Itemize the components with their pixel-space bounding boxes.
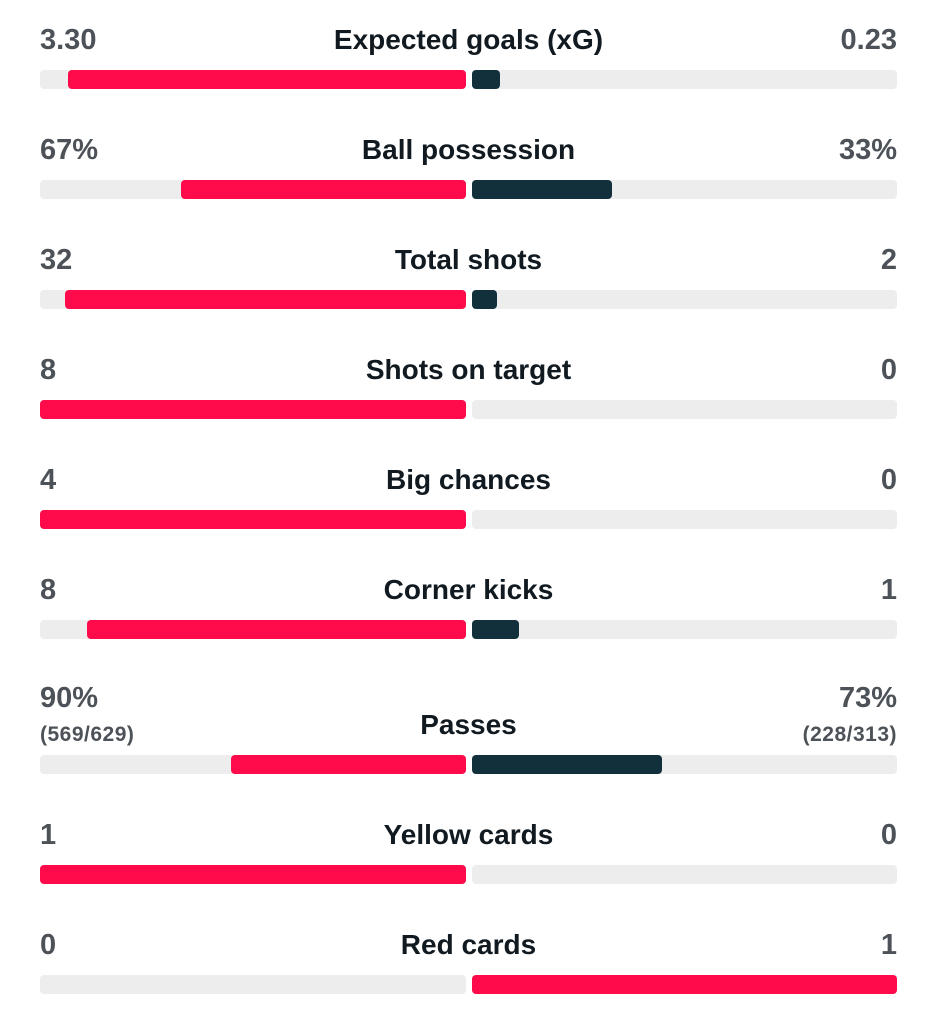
away-detail: (228/313) xyxy=(802,723,897,746)
stat-label: Ball possession xyxy=(361,134,576,165)
away-track xyxy=(472,70,897,89)
away-track xyxy=(472,975,897,994)
home-bar xyxy=(40,510,466,529)
away-bar xyxy=(472,290,497,309)
home-track xyxy=(40,180,466,199)
home-track xyxy=(40,70,466,89)
home-detail: (569/629) xyxy=(40,723,135,746)
stat-row: Total shots 32 2 xyxy=(0,220,937,320)
home-value: 67% xyxy=(40,134,99,166)
away-bar xyxy=(472,620,520,639)
stat-label: Yellow cards xyxy=(383,819,554,850)
home-bar xyxy=(230,755,466,774)
stat-row: Corner kicks 8 1 xyxy=(0,550,937,650)
stat-row: Shots on target 8 0 xyxy=(0,330,937,430)
away-value: 2 xyxy=(880,244,897,276)
stat-row: Red cards 0 1 xyxy=(0,905,937,1005)
home-value: 32 xyxy=(40,244,73,276)
away-track xyxy=(472,620,897,639)
home-value: 4 xyxy=(40,464,57,496)
stat-label: Passes xyxy=(420,709,517,740)
home-value: 8 xyxy=(40,354,57,386)
home-value: 90% xyxy=(40,682,99,714)
home-value: 3.30 xyxy=(40,24,97,56)
stat-row: Yellow cards 1 0 xyxy=(0,795,937,895)
away-track xyxy=(472,400,897,419)
away-value: 0 xyxy=(880,819,897,851)
stat-label: Total shots xyxy=(394,244,543,275)
stat-label: Corner kicks xyxy=(383,574,554,605)
home-track xyxy=(40,290,466,309)
home-track xyxy=(40,755,466,774)
away-bar xyxy=(472,180,613,199)
away-track xyxy=(472,510,897,529)
away-bar xyxy=(472,975,897,994)
home-bar xyxy=(87,620,466,639)
home-value: 1 xyxy=(40,819,57,851)
home-bar xyxy=(40,400,466,419)
away-track xyxy=(472,180,897,199)
away-track xyxy=(472,755,897,774)
home-track xyxy=(40,865,466,884)
home-bar xyxy=(40,865,466,884)
stat-row: Expected goals (xG) 3.30 0.23 xyxy=(0,0,937,100)
away-value: 0 xyxy=(880,354,897,386)
away-value: 0.23 xyxy=(840,24,897,56)
away-bar xyxy=(472,70,500,89)
away-value: 1 xyxy=(880,929,897,961)
home-bar xyxy=(180,180,466,199)
stat-row: Big chances 4 0 xyxy=(0,440,937,540)
home-track xyxy=(40,400,466,419)
home-value: 0 xyxy=(40,929,57,961)
home-track xyxy=(40,620,466,639)
home-track xyxy=(40,510,466,529)
stat-row: Passes 90% 73% (569/629) (228/313) xyxy=(0,682,937,785)
home-track xyxy=(40,975,466,994)
stat-label: Big chances xyxy=(386,464,551,495)
home-bar xyxy=(65,290,466,309)
away-track xyxy=(472,865,897,884)
away-bar xyxy=(472,755,663,774)
stat-label: Shots on target xyxy=(365,354,572,385)
stat-label: Red cards xyxy=(400,929,537,960)
home-bar xyxy=(67,70,466,89)
home-value: 8 xyxy=(40,574,57,606)
away-value: 73% xyxy=(838,682,897,714)
stat-label: Expected goals (xG) xyxy=(333,24,604,55)
away-track xyxy=(472,290,897,309)
away-value: 33% xyxy=(838,134,897,166)
away-value: 0 xyxy=(880,464,897,496)
away-value: 1 xyxy=(880,574,897,606)
stat-row: Ball possession 67% 33% xyxy=(0,110,937,210)
